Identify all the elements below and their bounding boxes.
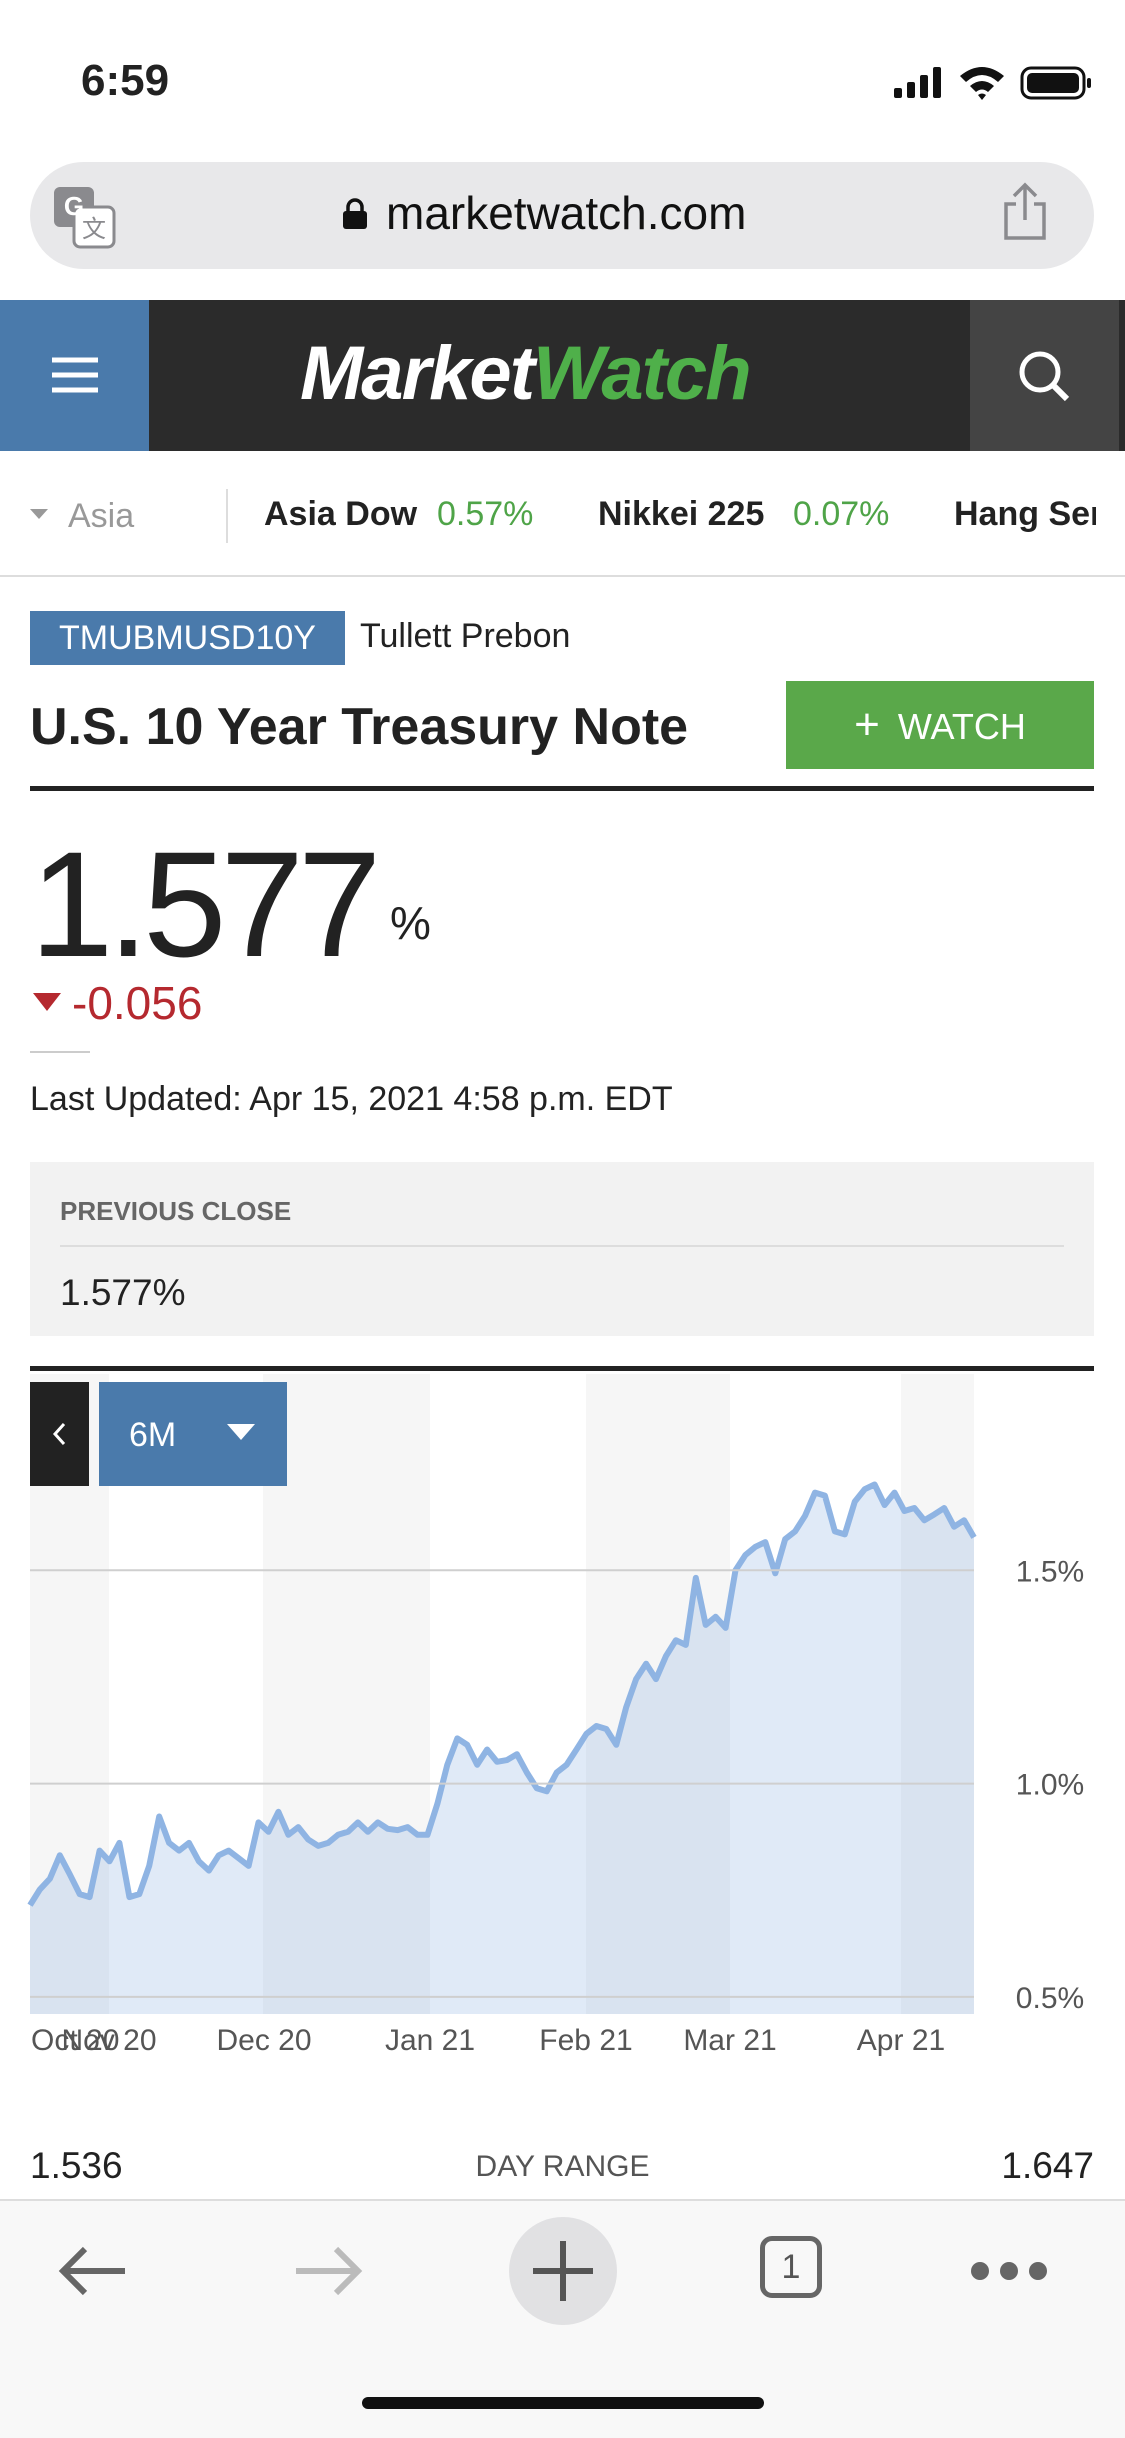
new-tab-button[interactable] [508,2216,618,2326]
previous-close-value: 1.577% [60,1272,186,1313]
area-fill [30,1484,974,2014]
x-tick-label: Nov 20 [61,2024,156,2057]
menu-button[interactable] [0,300,149,451]
logo[interactable]: MarketWatch [300,330,752,417]
month-band [730,1374,901,2014]
svg-text:文: 文 [82,216,106,243]
y-tick-label: 1.5% [1016,1555,1084,1588]
x-tick-label: Feb 21 [539,2024,632,2057]
search-button[interactable] [970,300,1119,451]
search-icon [1019,351,1070,402]
dropdown-arrow [30,509,48,519]
ticker-name[interactable]: Asia Dow [264,495,418,533]
price: 1.577 [30,820,381,988]
down-arrow [33,993,61,1011]
region-selector[interactable]: Asia [68,497,135,535]
x-tick-label: Apr 21 [857,2024,945,2057]
ticker-change: 0.57% [437,495,534,533]
chevron-left [52,1422,66,1446]
logo-text: Market [300,331,535,416]
rule [30,1366,1094,1371]
ticker-name[interactable]: Hang Seng [954,495,1096,533]
previous-close-box: PREVIOUS CLOSE 1.577% [30,1162,1094,1336]
watch-label: WATCH [897,706,1026,747]
symbol-badge: TMUBMUSD10Y [30,611,345,665]
x-tick-label: Mar 21 [683,2024,776,2057]
ticker-strip: Asia Asia Dow 0.57% Nikkei 225 0.07% Han… [0,451,1125,577]
status-icons [894,66,1091,100]
divider [226,489,228,543]
range-selector[interactable]: 6M [99,1382,287,1486]
y-tick-label: 0.5% [1016,1982,1084,2015]
menu-icon [52,357,98,393]
range-label: 6M [129,1416,177,1454]
day-range-label: DAY RANGE [475,2150,650,2183]
url-bar[interactable] [30,162,1094,269]
source: Tullett Prebon [360,617,571,655]
more-button[interactable] [965,2256,1055,2286]
back-button[interactable] [55,2241,135,2301]
day-range-low: 1.536 [30,2145,123,2186]
home-indicator [362,2397,764,2409]
rule [60,1245,1064,1247]
browser-toolbar: 1 [0,2199,1125,2438]
lock-icon [343,198,367,229]
url-text[interactable]: marketwatch.com [386,187,747,239]
day-range-high: 1.647 [1001,2145,1094,2186]
chart-back-button[interactable] [30,1382,89,1486]
ticker-change: 0.07% [793,495,890,533]
price-unit: % [390,897,431,949]
x-tick-label: Dec 20 [216,2024,311,2057]
month-band [430,1374,586,2014]
tabs-button[interactable]: 1 [760,2236,822,2298]
month-band [901,1374,974,2014]
last-updated: Last Updated: Apr 15, 2021 4:58 p.m. EDT [30,1080,673,1118]
y-tick-label: 1.0% [1016,1769,1084,1802]
line [27,1481,977,1907]
price-change: -0.056 [72,977,203,1029]
share-icon[interactable] [1000,182,1050,242]
status-time: 6:59 [81,56,170,105]
watch-button[interactable]: + WATCH [786,681,1094,769]
month-band [263,1374,430,2014]
logo-text: Watch [533,331,752,416]
x-tick-label: Jan 21 [385,2024,475,2057]
rule [30,1051,90,1053]
quote-title: U.S. 10 Year Treasury Note [30,698,689,756]
ticker-name[interactable]: Nikkei 225 [598,495,765,533]
forward-button[interactable] [288,2241,368,2301]
translate-icon[interactable]: G 文 [52,185,116,249]
rule [30,786,1094,791]
nav-bar [0,300,1125,451]
svg-text:G: G [64,191,84,221]
plus-icon: + [854,700,880,749]
x-tick-label: Oct 20 [31,2024,119,2057]
dropdown-arrow [227,1424,255,1440]
previous-close-label: PREVIOUS CLOSE [60,1196,292,1226]
month-band [586,1374,730,2014]
